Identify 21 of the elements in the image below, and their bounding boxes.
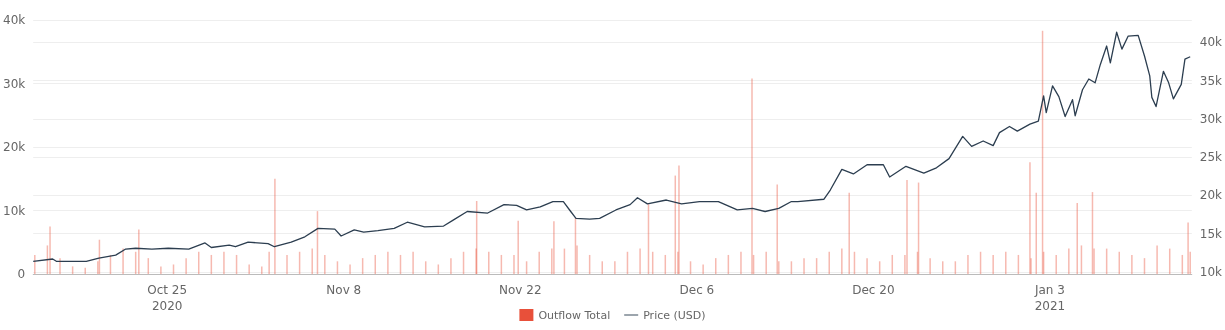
y-tick-label: 20k — [3, 140, 26, 154]
x-tick-label: Nov 8 — [326, 283, 362, 297]
y2-tick-label: 30k — [1199, 111, 1223, 126]
y-tick-label: 40k — [3, 13, 26, 27]
legend-label: Price (USD) — [643, 308, 706, 322]
y2-tick-label: 35k — [1199, 73, 1223, 88]
x-tick-label: Oct 25 2020 — [147, 283, 188, 313]
y2-tick-label: 15k — [1199, 226, 1223, 241]
y-tick-label: 10k — [3, 203, 26, 218]
y-tick-label: 0 — [17, 267, 26, 281]
y2-tick-label: 25k — [1199, 150, 1223, 165]
y2-tick-label: 40k — [1199, 35, 1223, 50]
x-tick-label: Jan 3 2021 — [1033, 283, 1066, 313]
y2-tick-label: 10k — [1199, 265, 1223, 280]
legend-label: Outflow Total — [538, 308, 611, 322]
x-tick-label: Dec 20 — [852, 283, 895, 297]
x-tick-label: Dec 6 — [679, 283, 715, 297]
y2-tick-label: 20k — [1199, 188, 1223, 203]
line-series — [32, 31, 1191, 262]
y-tick-label: 30k — [3, 76, 26, 91]
x-tick-label: Nov 22 — [499, 283, 542, 297]
